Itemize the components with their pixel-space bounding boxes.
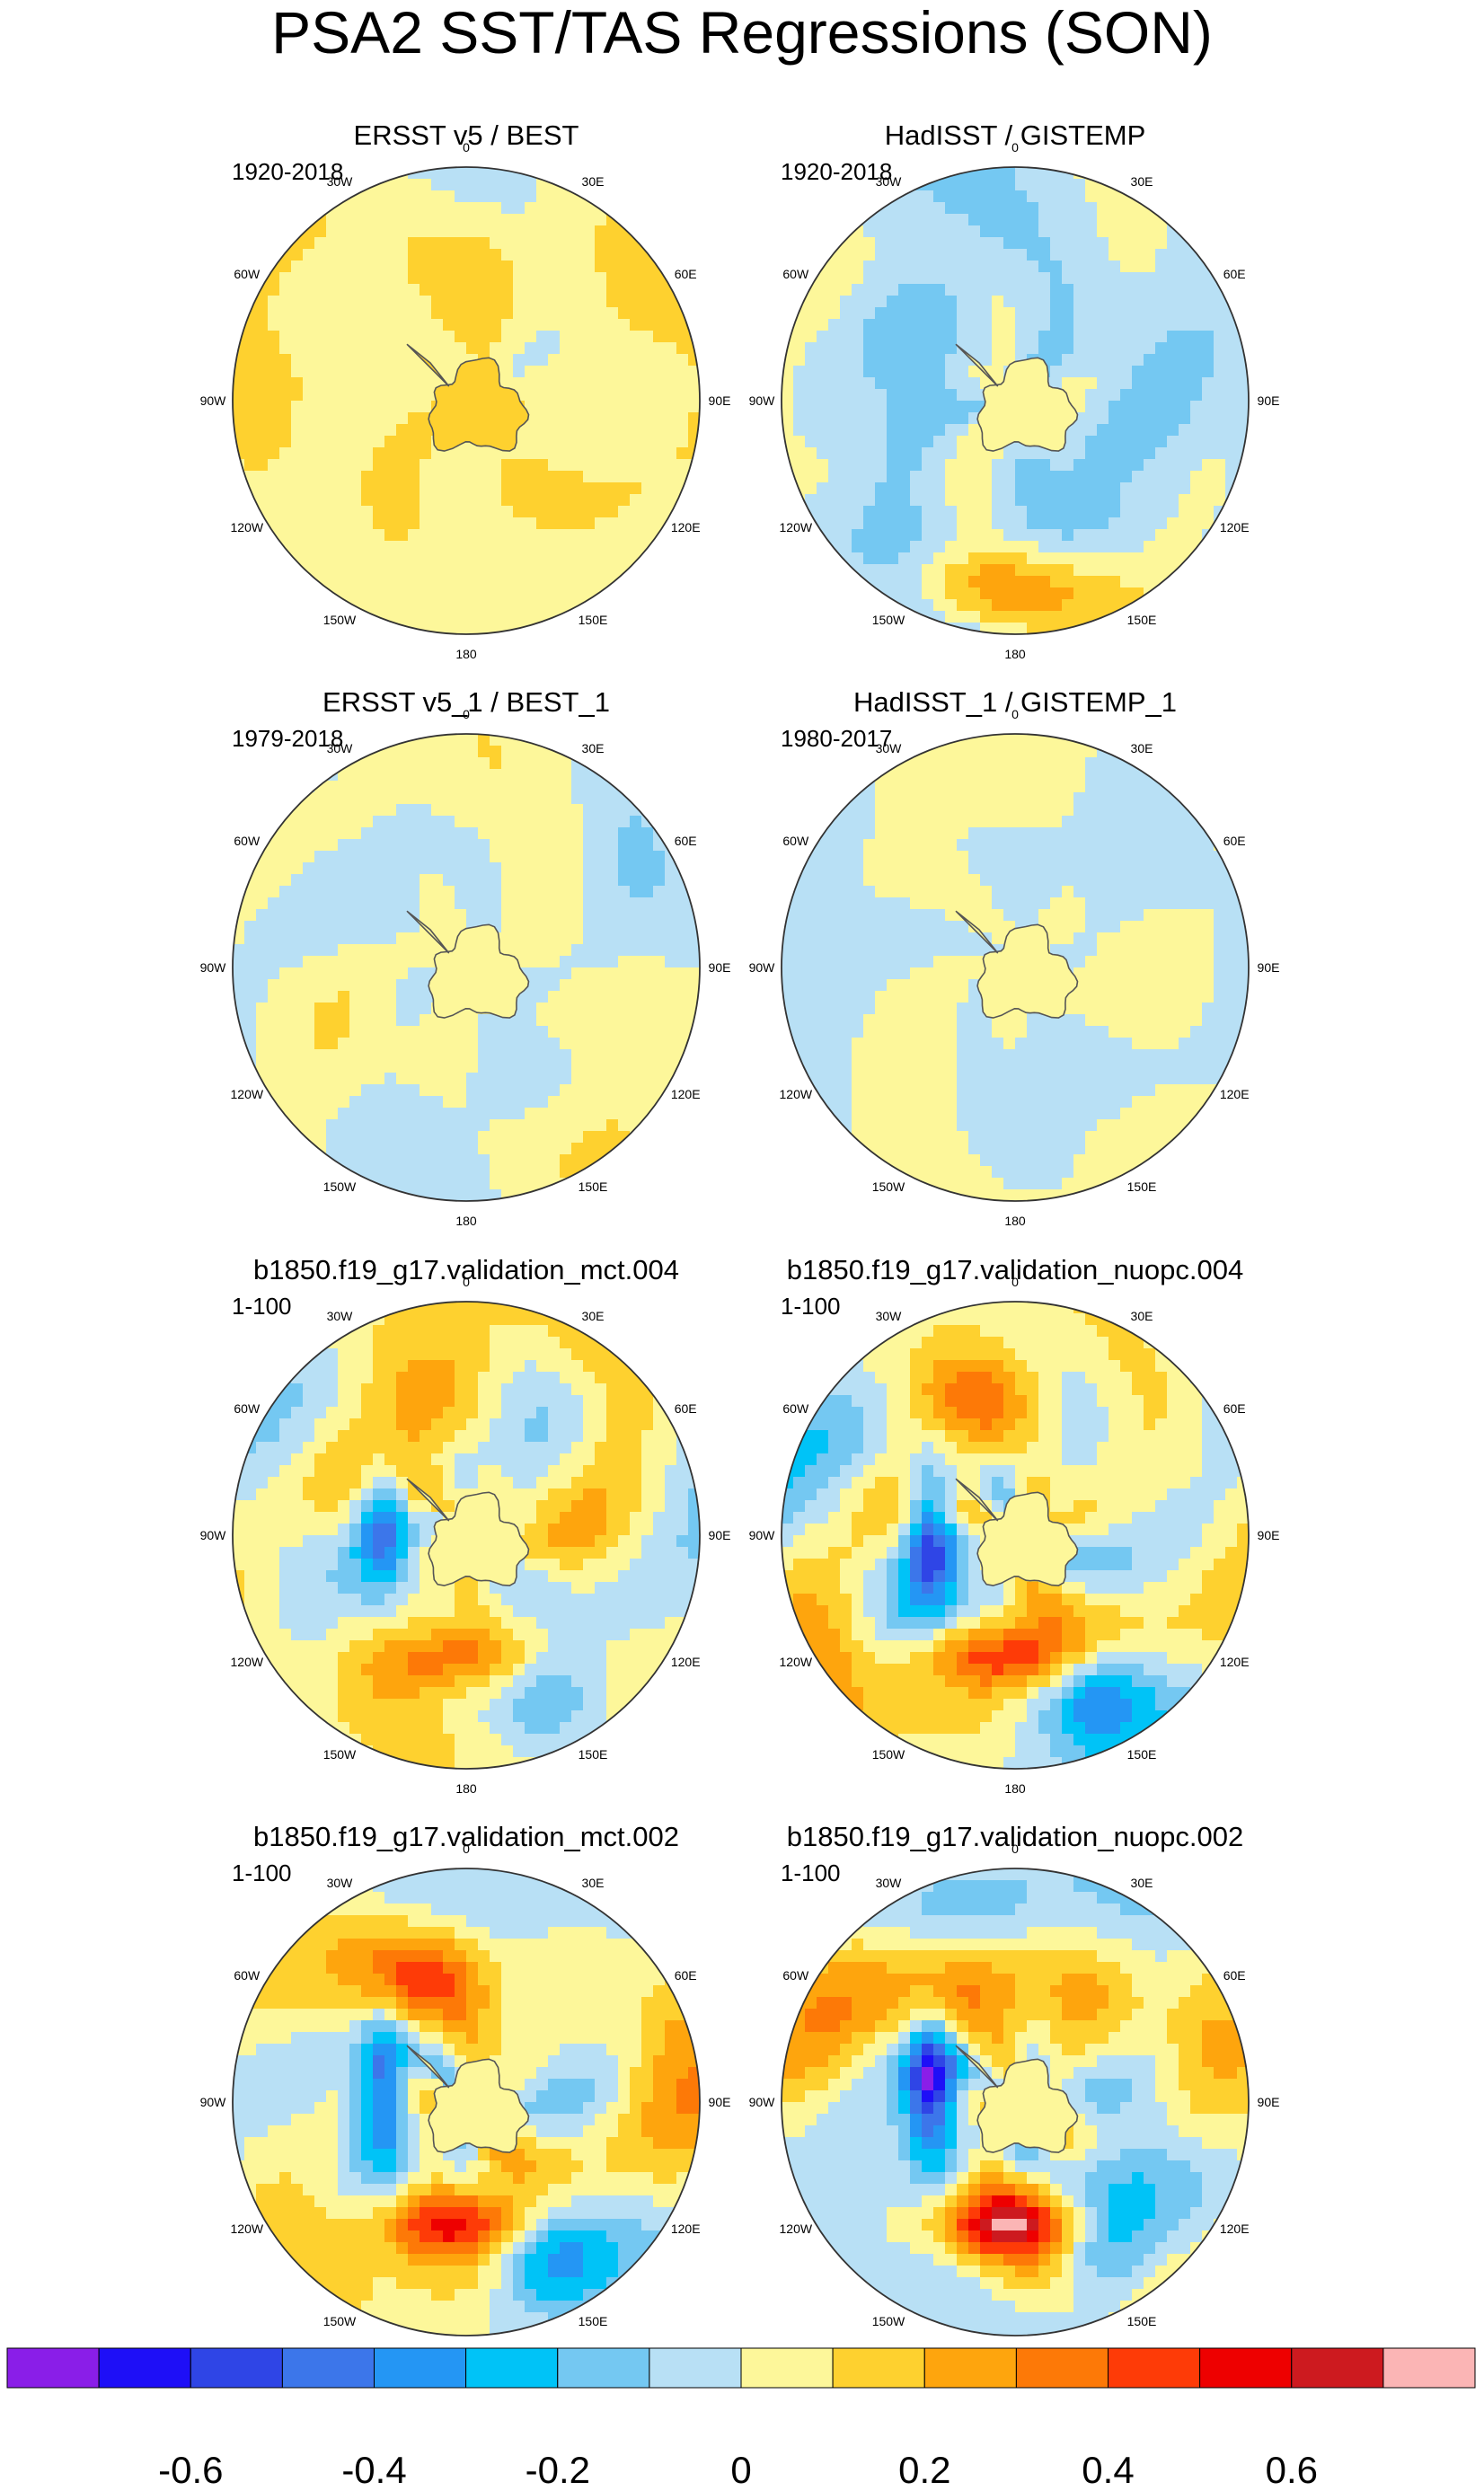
- colorbar-box: [1016, 2348, 1108, 2388]
- colorbar-box: [190, 2348, 282, 2388]
- colorbar-label: -0.4: [341, 2451, 406, 2490]
- colorbar-box: [1292, 2348, 1383, 2388]
- colorbar-box: [99, 2348, 190, 2388]
- colorbar-label: 0: [730, 2451, 751, 2490]
- colorbar-label: -0.2: [526, 2451, 590, 2490]
- colorbar-box: [375, 2348, 466, 2388]
- colorbar-label: 0.4: [1082, 2451, 1134, 2490]
- colorbar-box: [1200, 2348, 1292, 2388]
- colorbar-label: 0.6: [1266, 2451, 1318, 2490]
- colorbar-box: [7, 2348, 99, 2388]
- colorbar-box: [741, 2348, 833, 2388]
- colorbar-box: [924, 2348, 1016, 2388]
- colorbar-box: [1109, 2348, 1200, 2388]
- colorbar-label: 0.2: [898, 2451, 950, 2490]
- colorbar-box: [558, 2348, 649, 2388]
- colorbar-box: [833, 2348, 924, 2388]
- colorbar-box: [649, 2348, 741, 2388]
- colorbar-box: [1383, 2348, 1475, 2388]
- colorbar-label: -0.6: [158, 2451, 223, 2490]
- colorbar-box: [282, 2348, 374, 2388]
- colorbar-box: [466, 2348, 558, 2388]
